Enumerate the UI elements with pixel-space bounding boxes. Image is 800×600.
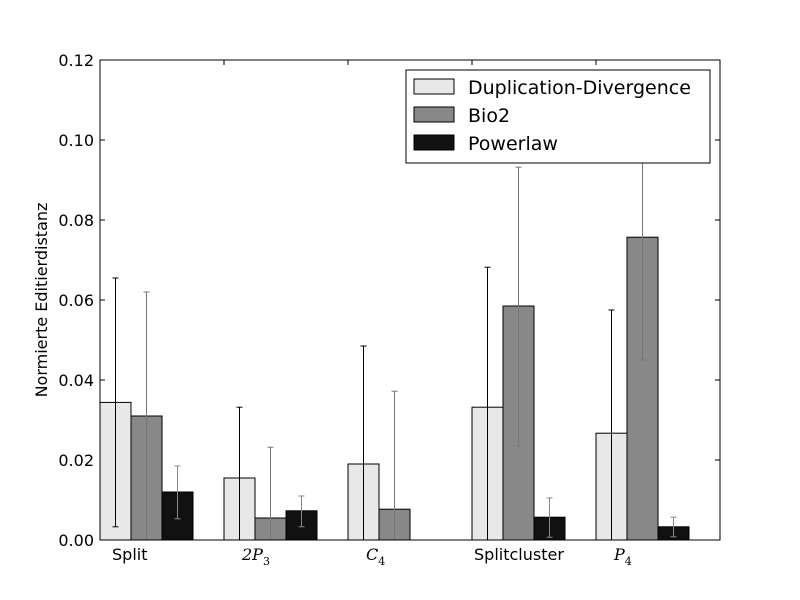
legend: Duplication-Divergence Bio2 Powerlaw bbox=[405, 69, 711, 164]
y-tick-label: 0.02 bbox=[58, 451, 94, 470]
x-tick-label: Split bbox=[112, 545, 147, 564]
legend-swatch bbox=[413, 78, 455, 95]
x-tick-label-sub: 3 bbox=[263, 555, 270, 568]
x-tick-label-base: 2P bbox=[241, 545, 263, 564]
legend-swatch bbox=[413, 106, 455, 123]
error-bars bbox=[112, 111, 677, 541]
x-axis: Split 2P3 C4 Splitcluster P4 bbox=[99, 60, 632, 568]
legend-label: Powerlaw bbox=[468, 133, 558, 155]
y-tick-label: 0.10 bbox=[58, 131, 94, 150]
y-tick-label: 0.04 bbox=[58, 371, 94, 390]
x-tick-label: P4 bbox=[613, 545, 632, 568]
legend-label: Duplication-Divergence bbox=[468, 77, 691, 99]
axes-frame bbox=[99, 59, 721, 541]
x-tick-label: 2P3 bbox=[241, 545, 270, 568]
x-tick-label: C4 bbox=[366, 545, 385, 568]
y-tick-label: 0.08 bbox=[58, 211, 94, 230]
legend-label: Bio2 bbox=[468, 105, 510, 127]
legend-box bbox=[405, 69, 711, 164]
y-tick-label: 0.06 bbox=[58, 291, 94, 310]
y-tick-label: 0.12 bbox=[58, 51, 94, 70]
legend-swatch bbox=[413, 134, 455, 151]
x-tick-label-sub: 4 bbox=[378, 555, 385, 568]
y-axis-label: Normierte Editierdistanz bbox=[32, 203, 51, 398]
x-tick-label: Splitcluster bbox=[474, 545, 564, 564]
x-tick-label-base: P bbox=[613, 545, 625, 564]
x-tick-label-base: C bbox=[366, 545, 378, 564]
x-tick-label-sub: 4 bbox=[625, 555, 632, 568]
y-tick-label: 0.00 bbox=[58, 531, 94, 550]
